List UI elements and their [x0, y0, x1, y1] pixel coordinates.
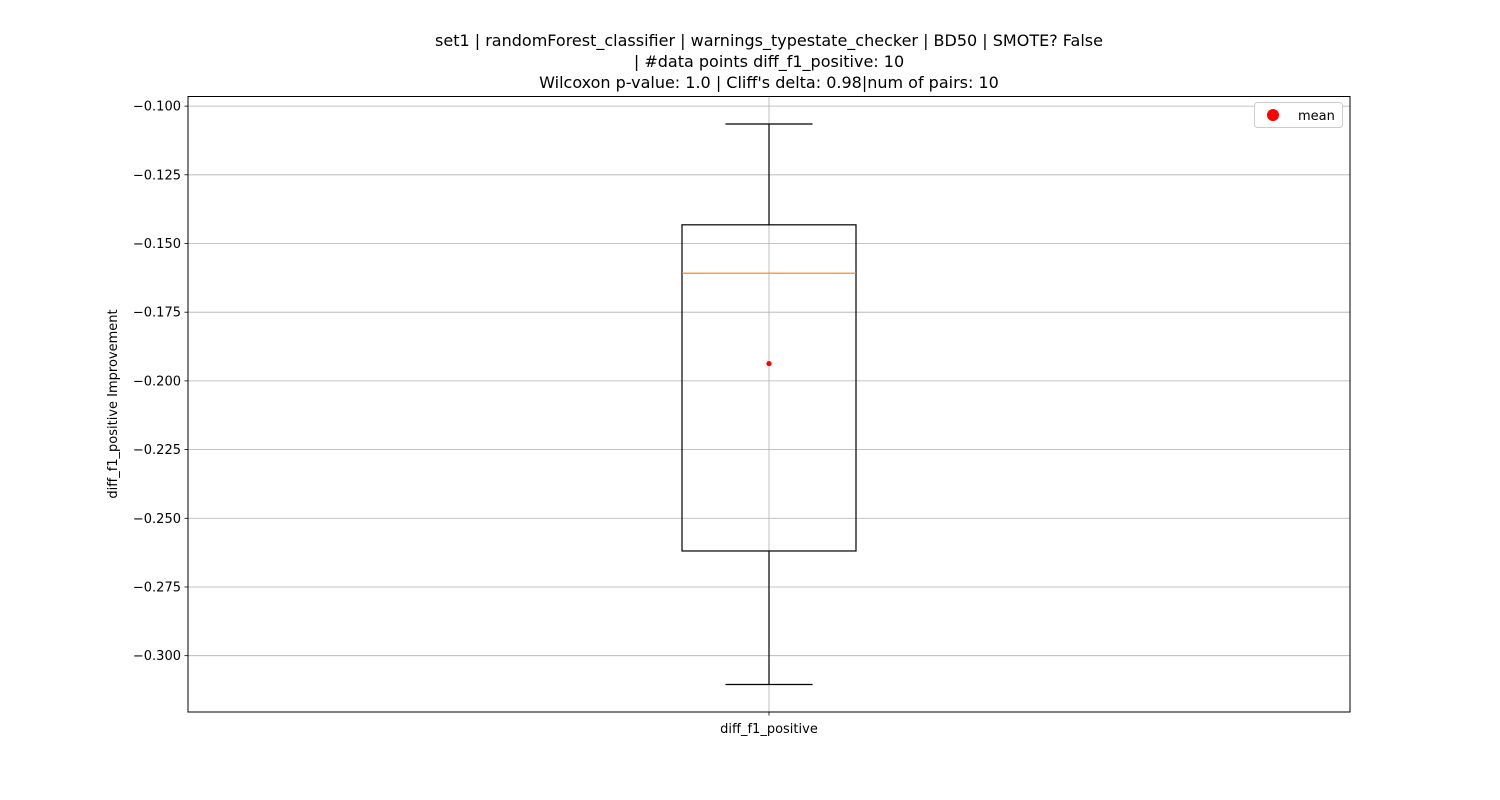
- y-axis-ticks: −0.100 −0.125 −0.150 −0.175 −0.200 −0.225 −0.2…: [133, 100, 188, 664]
- legend: mean: [1254, 102, 1343, 128]
- y-tick-label: −0.175: [133, 306, 181, 321]
- y-tick-label: −0.225: [133, 443, 181, 458]
- x-axis-ticks: diff_f1_positive: [720, 712, 818, 737]
- title-line-3: Wilcoxon p-value: 1.0 | Cliff's delta: 0…: [539, 73, 999, 92]
- y-axis-label: diff_f1_positive Improvement: [106, 309, 121, 498]
- y-tick-label: −0.250: [133, 512, 181, 527]
- chart-title: set1 | randomForest_classifier | warning…: [435, 31, 1103, 92]
- y-tick-label: −0.100: [133, 100, 181, 115]
- legend-box: [1254, 102, 1343, 128]
- box-elements: [681, 123, 857, 686]
- y-tick-label: −0.200: [133, 374, 181, 389]
- x-tick-label: diff_f1_positive: [720, 722, 818, 737]
- interquartile-box: [681, 224, 857, 552]
- y-tick-label: −0.150: [133, 237, 181, 252]
- y-tick-label: −0.275: [133, 580, 181, 595]
- title-line-1: set1 | randomForest_classifier | warning…: [435, 31, 1103, 51]
- y-tick-label: −0.125: [133, 168, 181, 183]
- legend-mean-label: mean: [1298, 109, 1335, 124]
- legend-mean-marker: [1267, 109, 1279, 121]
- mean-marker: [766, 360, 772, 367]
- title-line-2: | #data points diff_f1_positive: 10: [634, 52, 904, 72]
- y-tick-label: −0.300: [133, 649, 181, 664]
